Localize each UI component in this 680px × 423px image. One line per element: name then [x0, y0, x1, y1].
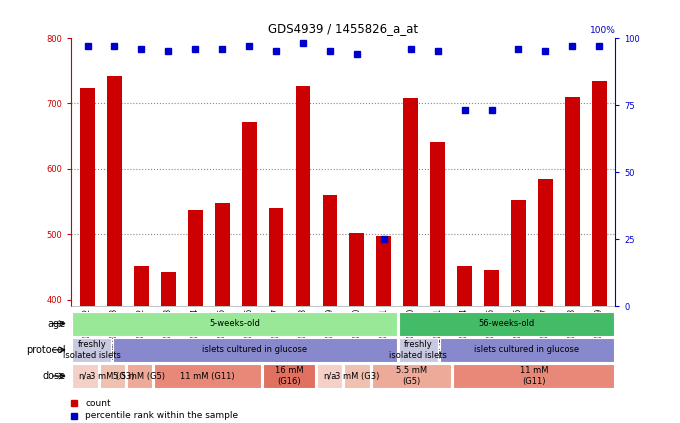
- Bar: [511, 200, 526, 423]
- Bar: [399, 311, 614, 336]
- Bar: [350, 233, 364, 423]
- Text: 3 mM (G3): 3 mM (G3): [90, 371, 135, 381]
- Bar: [345, 364, 369, 388]
- Bar: [322, 195, 337, 423]
- Text: count: count: [85, 398, 111, 408]
- Text: islets cultured in glucose: islets cultured in glucose: [203, 345, 307, 354]
- Bar: [215, 203, 230, 423]
- Bar: [430, 142, 445, 423]
- Bar: [269, 208, 284, 423]
- Bar: [399, 338, 437, 362]
- Bar: [377, 236, 391, 423]
- Text: 5.5 mM
(G5): 5.5 mM (G5): [396, 366, 427, 386]
- Bar: [565, 97, 580, 423]
- Text: n/a: n/a: [323, 371, 337, 381]
- Text: percentile rank within the sample: percentile rank within the sample: [85, 411, 238, 420]
- Bar: [73, 364, 97, 388]
- Bar: [73, 311, 396, 336]
- Text: 100%: 100%: [590, 26, 615, 36]
- Bar: [484, 270, 499, 423]
- Bar: [114, 338, 396, 362]
- Bar: [161, 272, 175, 423]
- Bar: [457, 266, 472, 423]
- Text: 56-weeks-old: 56-weeks-old: [479, 319, 534, 328]
- Bar: [188, 210, 203, 423]
- Text: freshly
isolated islets: freshly isolated islets: [63, 340, 121, 360]
- Text: protocol: protocol: [27, 345, 66, 355]
- Text: freshly
isolated islets: freshly isolated islets: [389, 340, 447, 360]
- Text: 11 mM
(G11): 11 mM (G11): [520, 366, 548, 386]
- Bar: [372, 364, 451, 388]
- Bar: [100, 364, 124, 388]
- Text: 11 mM (G11): 11 mM (G11): [180, 371, 235, 381]
- Bar: [73, 338, 111, 362]
- Text: age: age: [48, 319, 66, 329]
- Text: islets cultured in glucose: islets cultured in glucose: [475, 345, 579, 354]
- Bar: [154, 364, 260, 388]
- Title: GDS4939 / 1455826_a_at: GDS4939 / 1455826_a_at: [269, 22, 418, 36]
- Bar: [403, 98, 418, 423]
- Bar: [80, 88, 95, 423]
- Bar: [263, 364, 315, 388]
- Bar: [296, 86, 310, 423]
- Text: 5-weeks-old: 5-weeks-old: [209, 319, 260, 328]
- Bar: [440, 338, 614, 362]
- Bar: [107, 76, 122, 423]
- Bar: [538, 179, 553, 423]
- Text: 16 mM
(G16): 16 mM (G16): [275, 366, 303, 386]
- Text: 3 mM (G3): 3 mM (G3): [335, 371, 379, 381]
- Bar: [241, 122, 256, 423]
- Bar: [134, 266, 149, 423]
- Text: n/a: n/a: [78, 371, 92, 381]
- Bar: [127, 364, 152, 388]
- Text: dose: dose: [43, 371, 66, 381]
- Bar: [454, 364, 614, 388]
- Bar: [592, 81, 607, 423]
- Text: 5.5 mM (G5): 5.5 mM (G5): [114, 371, 165, 381]
- Bar: [318, 364, 342, 388]
